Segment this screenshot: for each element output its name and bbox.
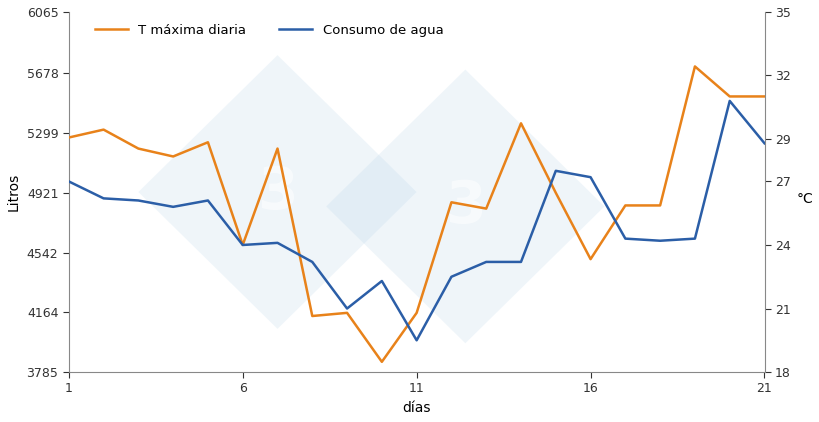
Y-axis label: Litros: Litros <box>7 173 21 211</box>
Legend: T máxima diaria, Consumo de agua: T máxima diaria, Consumo de agua <box>89 19 448 42</box>
T máxima diaria <box>446 200 456 205</box>
Consumo de agua <box>133 198 143 203</box>
Consumo de agua <box>446 274 456 279</box>
Consumo de agua <box>515 260 525 265</box>
Polygon shape <box>326 70 604 343</box>
Consumo de agua <box>307 260 317 265</box>
T máxima diaria <box>203 140 213 145</box>
Consumo de agua <box>758 141 768 146</box>
Consumo de agua <box>481 260 491 265</box>
T máxima diaria <box>272 146 282 151</box>
Line: Consumo de agua: Consumo de agua <box>69 101 763 340</box>
T máxima diaria <box>550 190 560 195</box>
T máxima diaria <box>411 310 421 315</box>
T máxima diaria <box>377 359 387 364</box>
T máxima diaria <box>654 203 664 208</box>
Consumo de agua <box>585 175 595 180</box>
T máxima diaria <box>515 121 525 126</box>
T máxima diaria <box>307 314 317 319</box>
Text: 3: 3 <box>445 178 485 235</box>
Line: T máxima diaria: T máxima diaria <box>69 66 763 362</box>
T máxima diaria <box>620 203 630 208</box>
X-axis label: días: días <box>402 401 430 415</box>
Consumo de agua <box>724 98 734 103</box>
Consumo de agua <box>654 238 664 243</box>
Consumo de agua <box>550 168 560 173</box>
Consumo de agua <box>620 236 630 241</box>
Consumo de agua <box>64 179 74 184</box>
Consumo de agua <box>203 198 213 203</box>
T máxima diaria <box>689 64 699 69</box>
T máxima diaria <box>64 135 74 140</box>
T máxima diaria <box>133 146 143 151</box>
Consumo de agua <box>689 236 699 241</box>
T máxima diaria <box>238 242 247 247</box>
Consumo de agua <box>98 196 108 201</box>
Consumo de agua <box>377 279 387 284</box>
Consumo de agua <box>342 306 351 311</box>
Consumo de agua <box>238 243 247 248</box>
T máxima diaria <box>724 94 734 99</box>
Consumo de agua <box>168 204 178 209</box>
T máxima diaria <box>342 310 351 315</box>
Consumo de agua <box>411 338 421 343</box>
Polygon shape <box>138 55 416 329</box>
T máxima diaria <box>758 94 768 99</box>
T máxima diaria <box>481 206 491 211</box>
T máxima diaria <box>98 127 108 132</box>
Text: 3: 3 <box>257 163 297 221</box>
T máxima diaria <box>168 154 178 159</box>
T máxima diaria <box>585 257 595 262</box>
Consumo de agua <box>272 240 282 245</box>
Y-axis label: °C: °C <box>795 192 812 206</box>
